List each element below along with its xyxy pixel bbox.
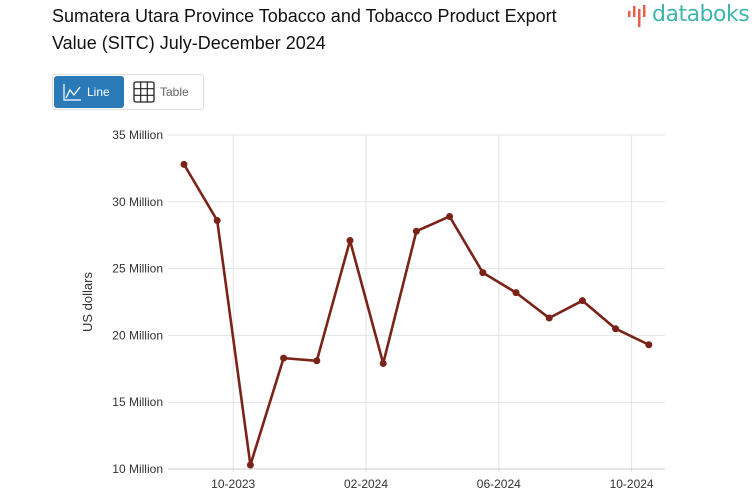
data-point[interactable] [412, 227, 420, 235]
data-point[interactable] [578, 297, 586, 305]
data-point[interactable] [313, 357, 321, 365]
data-point[interactable] [645, 341, 653, 349]
table-label: Table [160, 85, 189, 99]
data-point[interactable] [379, 359, 387, 367]
y-tick-label: 15 Million [112, 395, 163, 409]
data-point[interactable] [545, 314, 553, 322]
table-view-button[interactable]: Table [125, 75, 197, 109]
x-tick-label: 02-2024 [344, 477, 388, 491]
line-label: Line [87, 85, 110, 99]
data-point[interactable] [512, 289, 520, 297]
data-point[interactable] [446, 212, 454, 220]
logo-bars-icon [628, 4, 646, 27]
x-tick-label: 10-2023 [211, 477, 255, 491]
data-point[interactable] [280, 354, 288, 362]
y-axis-label: US dollars [80, 272, 95, 332]
data-point[interactable] [346, 237, 354, 245]
series-line [182, 163, 650, 467]
chart-title: Sumatera Utara Province Tobacco and Toba… [52, 6, 557, 53]
data-point[interactable] [213, 217, 221, 225]
view-toggle: Line Table [52, 74, 204, 110]
y-tick-label: 10 Million [112, 462, 163, 476]
line-view-button[interactable]: Line [54, 76, 124, 108]
y-tick-label: 30 Million [112, 195, 163, 209]
data-point[interactable] [479, 269, 487, 277]
y-tick-label: 20 Million [112, 328, 163, 342]
x-tick-label: 10-2024 [610, 477, 654, 491]
line-chart-icon [63, 84, 81, 101]
x-tick-label: 06-2024 [477, 477, 521, 491]
y-tick-label: 25 Million [112, 262, 163, 276]
databoks-logo: databoks [627, 2, 750, 27]
table-grid-icon [133, 81, 155, 103]
data-point[interactable] [180, 160, 188, 168]
y-tick-label: 35 Million [112, 128, 163, 142]
logo-text: databoks [652, 2, 750, 27]
data-point[interactable] [612, 325, 620, 333]
data-point[interactable] [246, 461, 254, 469]
